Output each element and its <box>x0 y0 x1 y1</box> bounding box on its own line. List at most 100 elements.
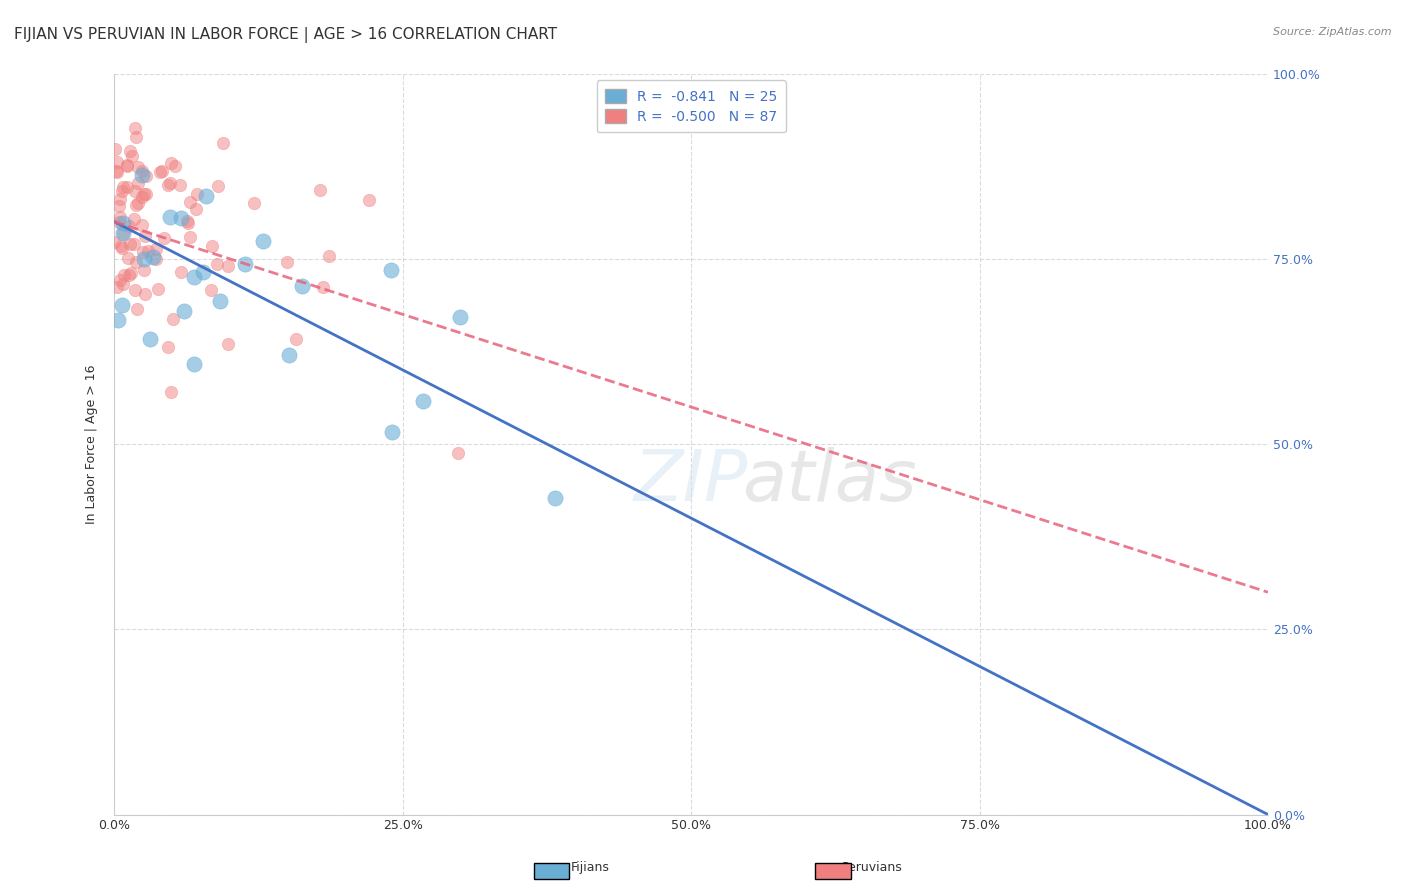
Point <box>108 214 131 228</box>
Y-axis label: In Labor Force | Age > 16: In Labor Force | Age > 16 <box>86 364 98 524</box>
Point <box>118 236 141 251</box>
Point <box>276 255 298 269</box>
Point <box>108 210 131 224</box>
Point <box>380 263 402 277</box>
Point <box>145 243 167 257</box>
Point <box>115 158 138 172</box>
Point <box>112 268 135 283</box>
Point <box>118 219 141 234</box>
Point <box>132 245 155 260</box>
Point <box>165 159 187 173</box>
Point <box>135 169 157 183</box>
Point <box>134 286 156 301</box>
Point <box>207 257 229 271</box>
Point <box>134 263 156 277</box>
Point <box>105 165 128 179</box>
Point <box>118 268 141 283</box>
Point <box>111 298 134 312</box>
Point <box>104 163 127 178</box>
Point <box>159 211 181 225</box>
Point <box>134 186 156 201</box>
Point <box>108 193 131 207</box>
Point <box>543 491 565 505</box>
Point <box>115 180 138 194</box>
Point <box>146 282 169 296</box>
Point <box>124 184 146 198</box>
Point <box>179 229 201 244</box>
Point <box>309 183 332 197</box>
Text: Source: ZipAtlas.com: Source: ZipAtlas.com <box>1274 27 1392 37</box>
Point <box>252 234 274 248</box>
Point <box>112 216 135 230</box>
Point <box>243 195 266 210</box>
Point <box>127 176 149 190</box>
Point <box>449 310 471 324</box>
Text: FIJIAN VS PERUVIAN IN LABOR FORCE | AGE > 16 CORRELATION CHART: FIJIAN VS PERUVIAN IN LABOR FORCE | AGE … <box>14 27 557 43</box>
Point <box>159 176 181 190</box>
Point <box>131 164 153 178</box>
Point <box>193 265 215 279</box>
Point <box>121 149 143 163</box>
Point <box>170 211 193 226</box>
Point <box>318 249 340 263</box>
Point <box>179 194 201 209</box>
Text: Peruvians: Peruvians <box>841 861 903 874</box>
Point <box>217 336 239 351</box>
Point <box>125 198 148 212</box>
Point <box>135 186 157 201</box>
Point <box>124 283 146 297</box>
Point <box>103 235 125 249</box>
Point <box>447 445 470 459</box>
Point <box>156 340 179 354</box>
Point <box>120 266 142 280</box>
Point <box>177 216 200 230</box>
Point <box>149 165 172 179</box>
Point <box>108 199 131 213</box>
Point <box>142 250 165 264</box>
Text: atlas: atlas <box>742 447 917 516</box>
Point <box>107 313 129 327</box>
Point <box>184 202 207 217</box>
Point <box>291 278 314 293</box>
Point <box>170 265 193 279</box>
Point <box>207 179 229 194</box>
Point <box>134 229 156 244</box>
Point <box>162 312 184 326</box>
Text: Fijians: Fijians <box>571 861 610 874</box>
Point <box>104 142 127 156</box>
Point <box>183 357 205 371</box>
Point <box>156 178 179 192</box>
Point <box>108 273 131 287</box>
Point <box>159 384 181 399</box>
Point <box>212 136 235 151</box>
Point <box>111 185 134 199</box>
Point <box>127 301 149 316</box>
Point <box>124 211 146 226</box>
Point <box>200 283 222 297</box>
Point <box>131 189 153 203</box>
Point <box>139 332 162 346</box>
Point <box>312 280 335 294</box>
Point <box>152 164 174 178</box>
Point <box>159 156 181 170</box>
Point <box>169 178 191 193</box>
Point <box>152 230 174 244</box>
Point <box>115 159 138 173</box>
Point <box>111 227 134 241</box>
Point <box>134 252 156 266</box>
Point <box>125 254 148 268</box>
Point <box>127 196 149 211</box>
Point <box>412 394 434 409</box>
Point <box>235 257 257 271</box>
Point <box>124 121 146 136</box>
Text: ZIP: ZIP <box>634 447 748 516</box>
Point <box>357 193 380 207</box>
Point <box>277 348 299 362</box>
Point <box>380 425 402 440</box>
Point <box>145 252 167 266</box>
Point <box>136 244 159 258</box>
Point <box>117 251 139 265</box>
Point <box>195 189 218 203</box>
Point <box>186 186 208 201</box>
Point <box>217 259 239 273</box>
